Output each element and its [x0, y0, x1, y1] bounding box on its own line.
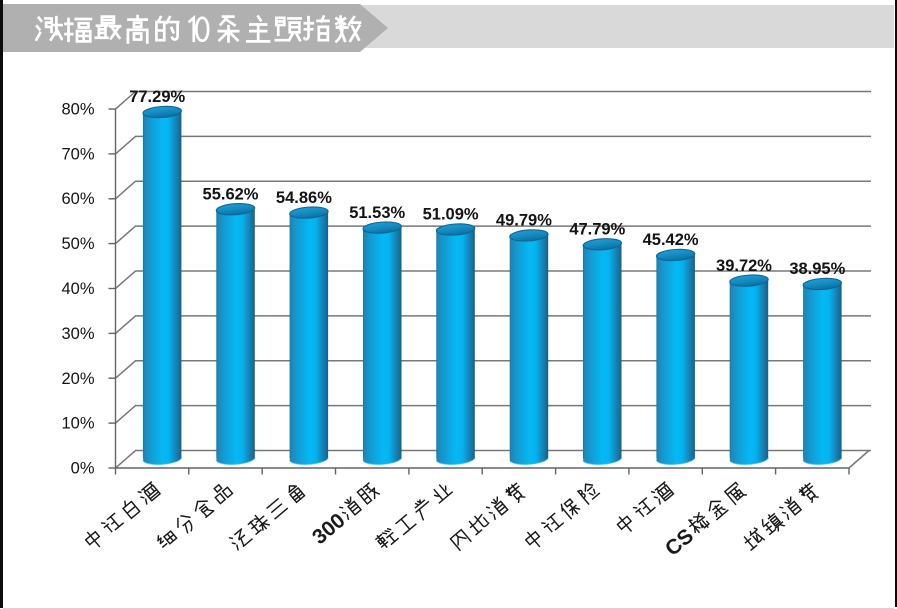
- svg-text:30%: 30%: [61, 325, 94, 343]
- svg-text:300: 300: [308, 509, 350, 549]
- svg-text:55.62%: 55.62%: [203, 185, 259, 203]
- svg-text:45.42%: 45.42%: [643, 231, 699, 249]
- svg-text:51.09%: 51.09%: [423, 206, 479, 224]
- svg-text:0%: 0%: [71, 460, 95, 478]
- svg-text:20%: 20%: [61, 370, 94, 388]
- svg-text:10%: 10%: [61, 415, 94, 433]
- svg-text:40%: 40%: [61, 280, 94, 298]
- svg-text:80%: 80%: [61, 101, 94, 119]
- svg-text:39.72%: 39.72%: [716, 257, 772, 275]
- svg-text:70%: 70%: [61, 145, 94, 163]
- svg-text:54.86%: 54.86%: [276, 189, 332, 207]
- svg-text:50%: 50%: [61, 235, 94, 253]
- svg-text:49.79%: 49.79%: [496, 212, 552, 230]
- svg-text:38.95%: 38.95%: [789, 260, 845, 278]
- svg-text:47.79%: 47.79%: [569, 221, 625, 239]
- svg-text:51.53%: 51.53%: [349, 204, 405, 222]
- svg-text:60%: 60%: [61, 190, 94, 208]
- svg-text:CS: CS: [661, 524, 698, 560]
- svg-text:77.29%: 77.29%: [129, 88, 185, 106]
